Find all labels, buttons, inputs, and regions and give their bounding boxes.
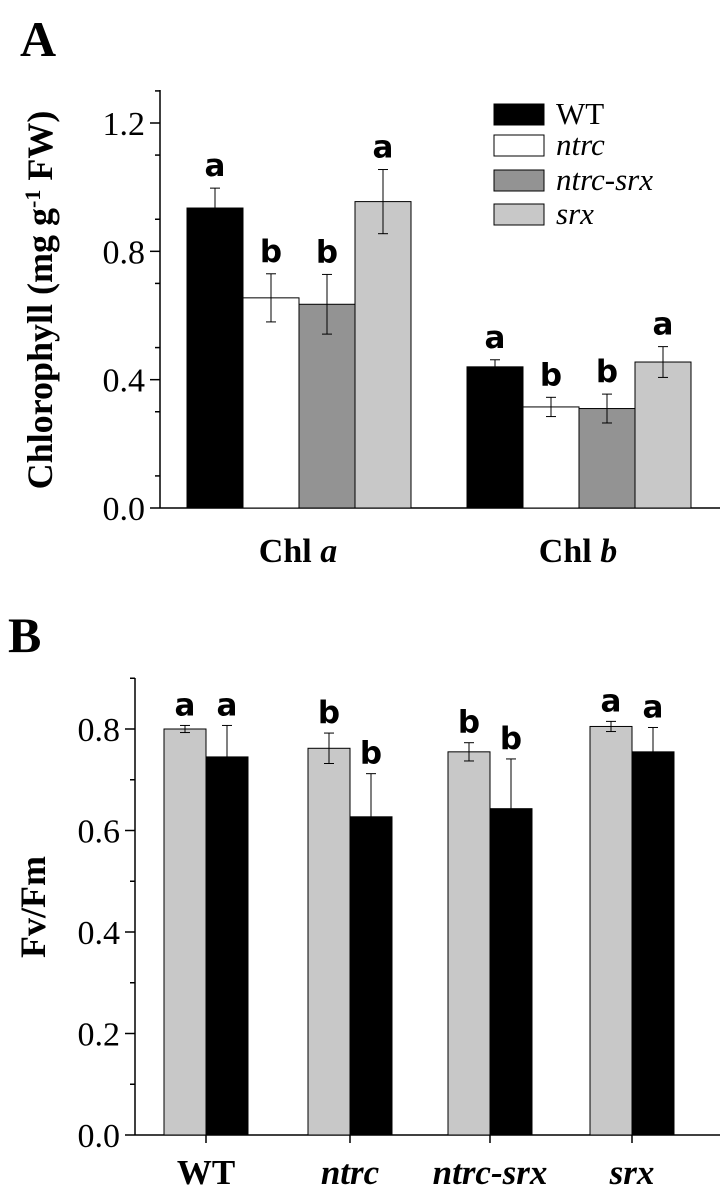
significance-letter: a [205,148,226,184]
bar [298,303,356,509]
panel-label-a: A [20,11,56,67]
bar [631,751,675,1136]
significance-letter: b [596,354,618,390]
significance-letter: b [500,721,522,757]
significance-letter: a [653,307,674,343]
y-axis-label: Chlorophyll (mg g-1 FW) [20,111,60,490]
y-tick-label: 0.4 [103,363,146,400]
significance-letter: b [316,234,338,270]
x-category-label-text: Chl [259,533,320,570]
legend-swatch [493,103,545,126]
significance-letter: a [485,320,506,356]
bar [163,728,207,1136]
y-axis-label: Fv/Fm [13,856,53,958]
y-tick-label: 0.0 [103,491,146,528]
y-tick-label: 0.8 [103,234,146,271]
bar [466,366,524,509]
y-axis-label-superscript: -1 [20,190,45,208]
x-category-label-italic: b [600,533,617,570]
significance-letter: a [175,687,196,723]
y-tick-label: 0.8 [78,712,121,749]
significance-letter: a [643,689,664,725]
bar [242,297,300,509]
bar [186,207,244,509]
bar [354,201,412,509]
significance-letter: b [458,705,480,741]
legend-swatch [493,134,545,157]
y-tick-label: 0.2 [78,1017,121,1054]
significance-letter: b [540,357,562,393]
y-axis-label-text: Chlorophyll (mg g [20,208,60,489]
legend-label: ntrc [556,127,605,162]
panel-label-b: B [8,607,41,663]
y-tick-label: 0.6 [78,814,121,851]
x-category-label: Chl b [539,533,617,570]
significance-letter: a [217,687,238,723]
significance-letter: b [260,234,282,270]
x-category-label: ntrc-srx [433,1153,548,1192]
legend-label: WT [556,96,604,131]
significance-letter: a [373,130,394,166]
y-axis-label-text: FW) [20,111,60,190]
bar [634,361,692,509]
legend-swatch [493,203,545,226]
x-category-label: Chl a [259,533,337,570]
y-tick-label: 0.0 [78,1118,121,1155]
significance-letter: a [601,683,622,719]
bar [578,408,636,509]
x-category-label: WT [177,1153,235,1192]
bar [349,816,393,1136]
y-tick-label: 1.2 [103,106,146,143]
bar [205,756,249,1136]
y-tick-label: 0.4 [78,915,121,952]
legend-label: srx [556,196,594,231]
x-category-label: srx [609,1153,655,1192]
significance-letter: b [318,695,340,731]
x-category-label: ntrc [321,1153,380,1192]
x-category-label-text: Chl [539,533,600,570]
bar [447,751,491,1136]
bar [522,406,580,509]
x-category-label-italic: a [320,533,337,570]
significance-letter: b [360,736,382,772]
bar [589,725,633,1136]
bar [307,747,351,1136]
legend-swatch [493,169,545,192]
legend-label: ntrc-srx [556,162,653,197]
bar [489,808,533,1136]
